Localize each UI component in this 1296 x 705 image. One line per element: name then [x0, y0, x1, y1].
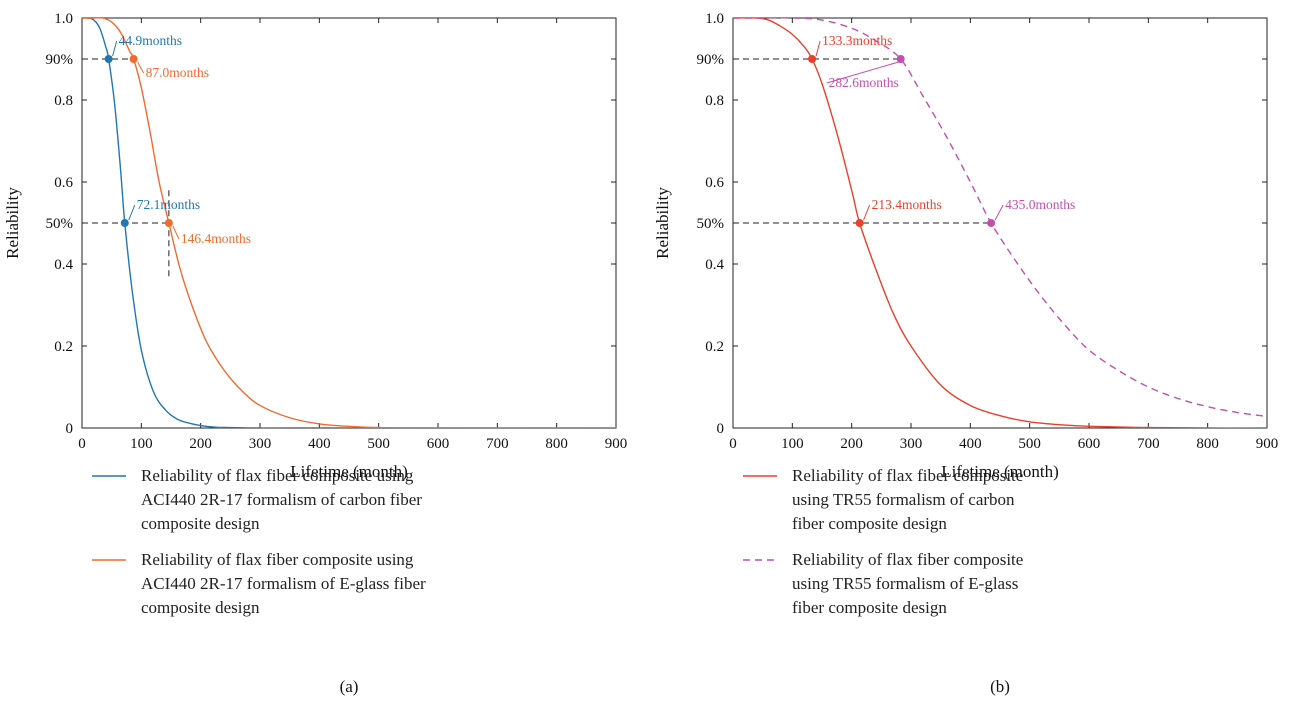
annotation-leader [128, 204, 136, 221]
data-point-marker [104, 55, 113, 63]
x-tick-label: 400 [959, 436, 982, 452]
annotation-label: 282.6months [829, 75, 899, 90]
data-point-marker [120, 219, 129, 227]
annotation-leader [994, 204, 1004, 221]
series-line-2 [733, 18, 1267, 418]
x-tick-label: 500 [367, 436, 390, 452]
y-tick-label: 0.4 [54, 257, 73, 273]
x-tick-label: 900 [605, 436, 628, 452]
legend-entry-text: Reliability of flax fiber composite usin… [141, 466, 414, 485]
x-tick-label: 300 [900, 436, 923, 452]
x-tick-label: 0 [78, 436, 86, 452]
annotation-leader [172, 225, 180, 240]
x-axis-label: Lifetime (month) [941, 462, 1059, 481]
legend-entry-text: ACI440 2R-17 formalism of carbon fiber [141, 490, 422, 509]
annotation-label: 133.3months [822, 33, 892, 48]
y-tick-label: 0 [66, 421, 74, 437]
y-tick-label: 0.6 [705, 175, 724, 191]
data-point-marker [808, 55, 817, 63]
y-tick-label: 0 [717, 421, 725, 437]
y-tick-label: 90% [697, 52, 725, 68]
data-point-marker [129, 55, 138, 63]
annotation-label: 146.4months [181, 231, 251, 246]
annotation-leader [826, 61, 899, 84]
annotation-label: 72.1months [137, 197, 200, 212]
legend-entry-text: fiber composite design [792, 514, 947, 533]
data-point-marker [164, 219, 173, 227]
y-tick-label: 0.4 [705, 257, 724, 273]
x-tick-label: 400 [308, 436, 331, 452]
legend-entry-text: using TR55 formalism of E-glass [792, 574, 1018, 593]
legend-entry-text: fiber composite design [792, 598, 947, 617]
x-tick-label: 100 [781, 436, 804, 452]
y-tick-label: 90% [46, 52, 74, 68]
y-axis-label: Reliability [3, 187, 22, 259]
series-line-1 [733, 18, 1267, 428]
x-tick-label: 600 [1078, 436, 1101, 452]
series-line-1 [82, 18, 616, 428]
y-tick-label: 1.0 [705, 11, 724, 27]
data-point-marker [896, 55, 905, 63]
y-tick-label: 0.8 [54, 93, 73, 109]
x-tick-label: 800 [1196, 436, 1219, 452]
legend-entry-text: Reliability of flax fiber composite [792, 550, 1023, 569]
legend-entry-text: ACI440 2R-17 formalism of E-glass fiber [141, 574, 426, 593]
annotation-label: 435.0months [1005, 197, 1075, 212]
annotation-label: 44.9months [119, 33, 182, 48]
data-point-marker [987, 219, 996, 227]
annotation-label: 213.4months [872, 197, 942, 212]
x-tick-label: 800 [545, 436, 568, 452]
y-tick-label: 50% [46, 216, 74, 232]
legend-entry-text: Reliability of flax fiber composite usin… [141, 550, 414, 569]
x-tick-label: 600 [427, 436, 450, 452]
subfigure-label: (a) [340, 677, 359, 696]
legend-entry-text: Reliability of flax fiber composite [792, 466, 1023, 485]
annotation-leader [863, 204, 871, 221]
annotation-leader [112, 40, 118, 57]
x-tick-label: 200 [189, 436, 212, 452]
annotation-label: 87.0months [146, 65, 209, 80]
chart-panel-b: 0 100 200 300 400 500 600 700 800 900 0 0.2 0.4 50% 0.… [653, 11, 1278, 696]
legend-entry-text: composite design [141, 514, 260, 533]
y-axis-label: Reliability [653, 187, 672, 259]
x-tick-label: 300 [249, 436, 272, 452]
y-tick-label: 50% [697, 216, 725, 232]
y-tick-label: 0.8 [705, 93, 724, 109]
x-tick-label: 500 [1018, 436, 1041, 452]
annotation-leader [137, 61, 145, 74]
subfigure-label: (b) [990, 677, 1010, 696]
y-tick-label: 0.6 [54, 175, 73, 191]
x-tick-label: 900 [1256, 436, 1279, 452]
x-tick-label: 700 [1137, 436, 1160, 452]
x-tick-label: 700 [486, 436, 509, 452]
x-tick-label: 0 [729, 436, 737, 452]
x-axis-label: Lifetime (month) [290, 462, 408, 481]
y-tick-label: 0.2 [54, 339, 73, 355]
x-tick-label: 200 [840, 436, 863, 452]
annotation-leader [815, 40, 821, 57]
data-point-marker [855, 219, 864, 227]
y-tick-label: 1.0 [54, 11, 73, 27]
legend-entry-text: composite design [141, 598, 260, 617]
x-tick-label: 100 [130, 436, 153, 452]
y-tick-label: 0.2 [705, 339, 724, 355]
chart-panel-a: 0 100 200 300 400 500 600 700 800 900 0 0.2 0.4 50% 0.… [3, 11, 627, 696]
legend-entry-text: using TR55 formalism of carbon [792, 490, 1015, 509]
series-line-2 [82, 18, 616, 428]
